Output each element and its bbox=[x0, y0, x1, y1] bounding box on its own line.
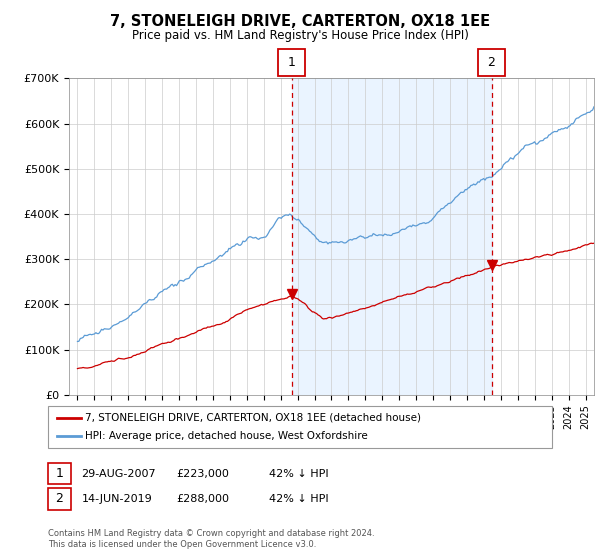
Text: 14-JUN-2019: 14-JUN-2019 bbox=[82, 494, 152, 504]
Text: 42% ↓ HPI: 42% ↓ HPI bbox=[269, 469, 328, 479]
Text: 29-AUG-2007: 29-AUG-2007 bbox=[82, 469, 156, 479]
Text: £288,000: £288,000 bbox=[176, 494, 229, 504]
Text: Contains HM Land Registry data © Crown copyright and database right 2024.
This d: Contains HM Land Registry data © Crown c… bbox=[48, 529, 374, 549]
Text: 2: 2 bbox=[55, 492, 64, 506]
Text: Price paid vs. HM Land Registry's House Price Index (HPI): Price paid vs. HM Land Registry's House … bbox=[131, 29, 469, 42]
Text: 7, STONELEIGH DRIVE, CARTERTON, OX18 1EE (detached house): 7, STONELEIGH DRIVE, CARTERTON, OX18 1EE… bbox=[85, 413, 421, 423]
Text: £223,000: £223,000 bbox=[176, 469, 229, 479]
Text: 42% ↓ HPI: 42% ↓ HPI bbox=[269, 494, 328, 504]
Text: 1: 1 bbox=[55, 467, 64, 480]
Bar bbox=[292, 78, 491, 395]
Text: 1: 1 bbox=[288, 55, 296, 69]
Text: HPI: Average price, detached house, West Oxfordshire: HPI: Average price, detached house, West… bbox=[85, 431, 368, 441]
Text: 2: 2 bbox=[488, 55, 496, 69]
Text: 7, STONELEIGH DRIVE, CARTERTON, OX18 1EE: 7, STONELEIGH DRIVE, CARTERTON, OX18 1EE bbox=[110, 14, 490, 29]
